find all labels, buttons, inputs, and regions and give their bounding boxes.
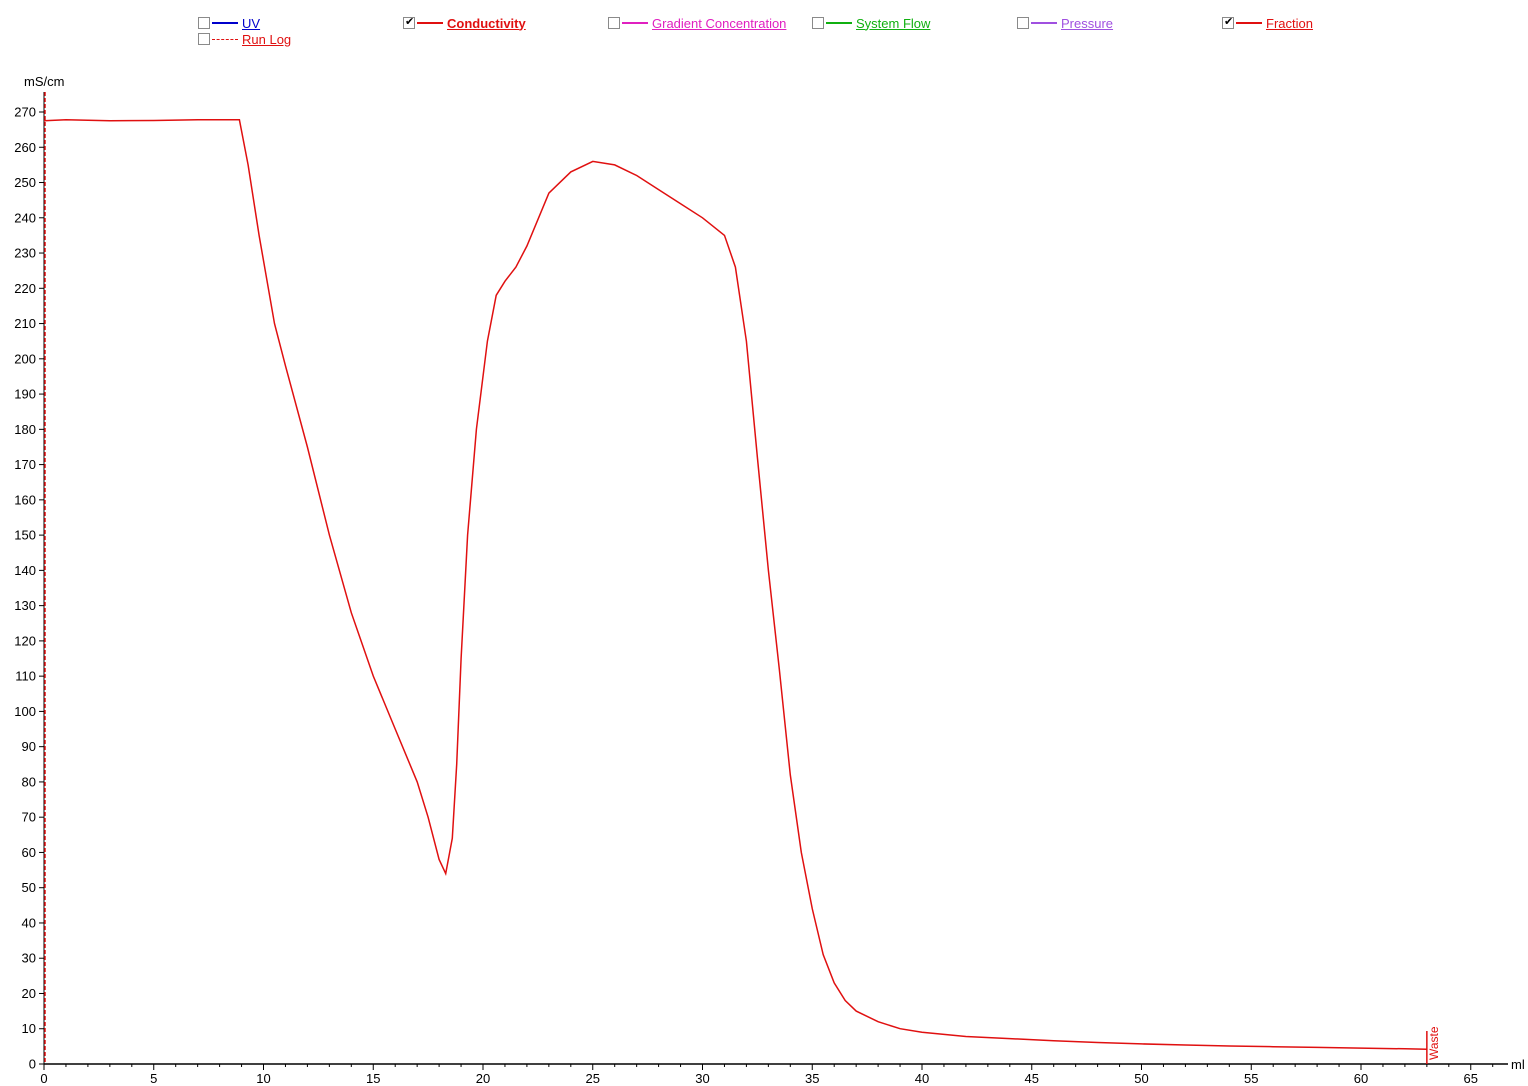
x-tick-label: 15 xyxy=(366,1071,380,1086)
y-tick-label: 250 xyxy=(14,175,36,190)
uv-checkbox[interactable] xyxy=(198,17,210,29)
system-flow-checkbox[interactable] xyxy=(812,17,824,29)
legend-item-system-flow[interactable]: System Flow xyxy=(812,15,930,31)
y-tick-label: 140 xyxy=(14,563,36,578)
y-tick-label: 160 xyxy=(14,492,36,507)
y-tick-label: 230 xyxy=(14,246,36,261)
x-tick-label: 60 xyxy=(1354,1071,1368,1086)
pressure-checkbox[interactable] xyxy=(1017,17,1029,29)
y-tick-label: 200 xyxy=(14,351,36,366)
x-tick-label: 30 xyxy=(695,1071,709,1086)
pressure-swatch xyxy=(1031,22,1057,24)
conductivity-swatch xyxy=(417,22,443,24)
x-tick-label: 45 xyxy=(1025,1071,1039,1086)
system-flow-swatch xyxy=(826,22,852,24)
x-tick-label: 25 xyxy=(586,1071,600,1086)
conductivity-label[interactable]: Conductivity xyxy=(447,15,526,31)
legend-item-pressure[interactable]: Pressure xyxy=(1017,15,1113,31)
y-tick-label: 40 xyxy=(22,915,36,930)
x-axis-unit-label: ml xyxy=(1511,1057,1525,1072)
y-tick-label: 210 xyxy=(14,316,36,331)
y-tick-label: 220 xyxy=(14,281,36,296)
legend-item-conductivity[interactable]: Conductivity xyxy=(403,15,526,31)
uv-label[interactable]: UV xyxy=(242,15,261,31)
x-tick-label: 20 xyxy=(476,1071,490,1086)
fraction-marker-label: Waste xyxy=(1427,1026,1441,1060)
y-tick-label: 270 xyxy=(14,105,36,120)
y-tick-label: 0 xyxy=(29,1057,36,1072)
y-tick-label: 240 xyxy=(14,210,36,225)
conductivity-series-line xyxy=(43,119,1427,1050)
x-tick-label: 5 xyxy=(150,1071,157,1086)
y-tick-label: 70 xyxy=(22,810,36,825)
y-tick-label: 120 xyxy=(14,633,36,648)
y-tick-label: 100 xyxy=(14,704,36,719)
fraction-annotations: Waste xyxy=(1426,1026,1441,1064)
y-tick-label: 90 xyxy=(22,739,36,754)
y-tick-label: 80 xyxy=(22,774,36,789)
pressure-label[interactable]: Pressure xyxy=(1061,15,1114,31)
legend-item-gradient-concentration[interactable]: Gradient Concentration xyxy=(608,15,786,31)
y-tick-label: 20 xyxy=(22,986,36,1001)
y-axis-ticks: 0 10 20 30 40 50 60 70 80 90 100 110 120 130 140 150 160… xyxy=(14,105,44,1072)
y-tick-label: 150 xyxy=(14,528,36,543)
chart-legend: UV Conductivity Gradient Concentration S… xyxy=(0,0,1528,60)
y-tick-label: 180 xyxy=(14,422,36,437)
run-log-checkbox[interactable] xyxy=(198,33,210,45)
x-axis-ticks: 0 5 10 15 20 25 30 35 40 45 50 55 60 65 xyxy=(40,1064,1494,1086)
x-tick-label: 55 xyxy=(1244,1071,1258,1086)
y-tick-label: 50 xyxy=(22,880,36,895)
y-tick-label: 10 xyxy=(22,1021,36,1036)
y-tick-label: 110 xyxy=(15,669,36,684)
x-tick-label: 0 xyxy=(40,1071,47,1086)
system-flow-label[interactable]: System Flow xyxy=(856,15,931,31)
gradient-concentration-swatch xyxy=(622,22,648,24)
legend-item-uv[interactable]: UV xyxy=(198,15,260,31)
x-tick-label: 65 xyxy=(1464,1071,1478,1086)
x-tick-label: 50 xyxy=(1134,1071,1148,1086)
run-log-label[interactable]: Run Log xyxy=(242,31,292,47)
x-tick-label: 10 xyxy=(256,1071,270,1086)
legend-item-run-log[interactable]: Run Log xyxy=(198,31,291,47)
run-log-swatch xyxy=(212,38,238,40)
y-tick-label: 60 xyxy=(22,845,36,860)
y-tick-label: 260 xyxy=(14,140,36,155)
y-tick-label: 130 xyxy=(14,598,36,613)
y-tick-label: 190 xyxy=(14,387,36,402)
gradient-concentration-checkbox[interactable] xyxy=(608,17,620,29)
gradient-concentration-label[interactable]: Gradient Concentration xyxy=(652,15,787,31)
fraction-label[interactable]: Fraction xyxy=(1266,15,1313,31)
y-axis-unit-label: mS/cm xyxy=(24,74,64,89)
uv-swatch xyxy=(212,22,238,24)
conductivity-checkbox[interactable] xyxy=(403,15,415,29)
fraction-swatch xyxy=(1236,22,1262,24)
x-tick-label: 35 xyxy=(805,1071,819,1086)
y-tick-label: 170 xyxy=(14,457,36,472)
legend-item-fraction[interactable]: Fraction xyxy=(1222,15,1313,31)
fraction-checkbox[interactable] xyxy=(1222,15,1234,29)
x-tick-label: 40 xyxy=(915,1071,929,1086)
y-tick-label: 30 xyxy=(22,951,36,966)
